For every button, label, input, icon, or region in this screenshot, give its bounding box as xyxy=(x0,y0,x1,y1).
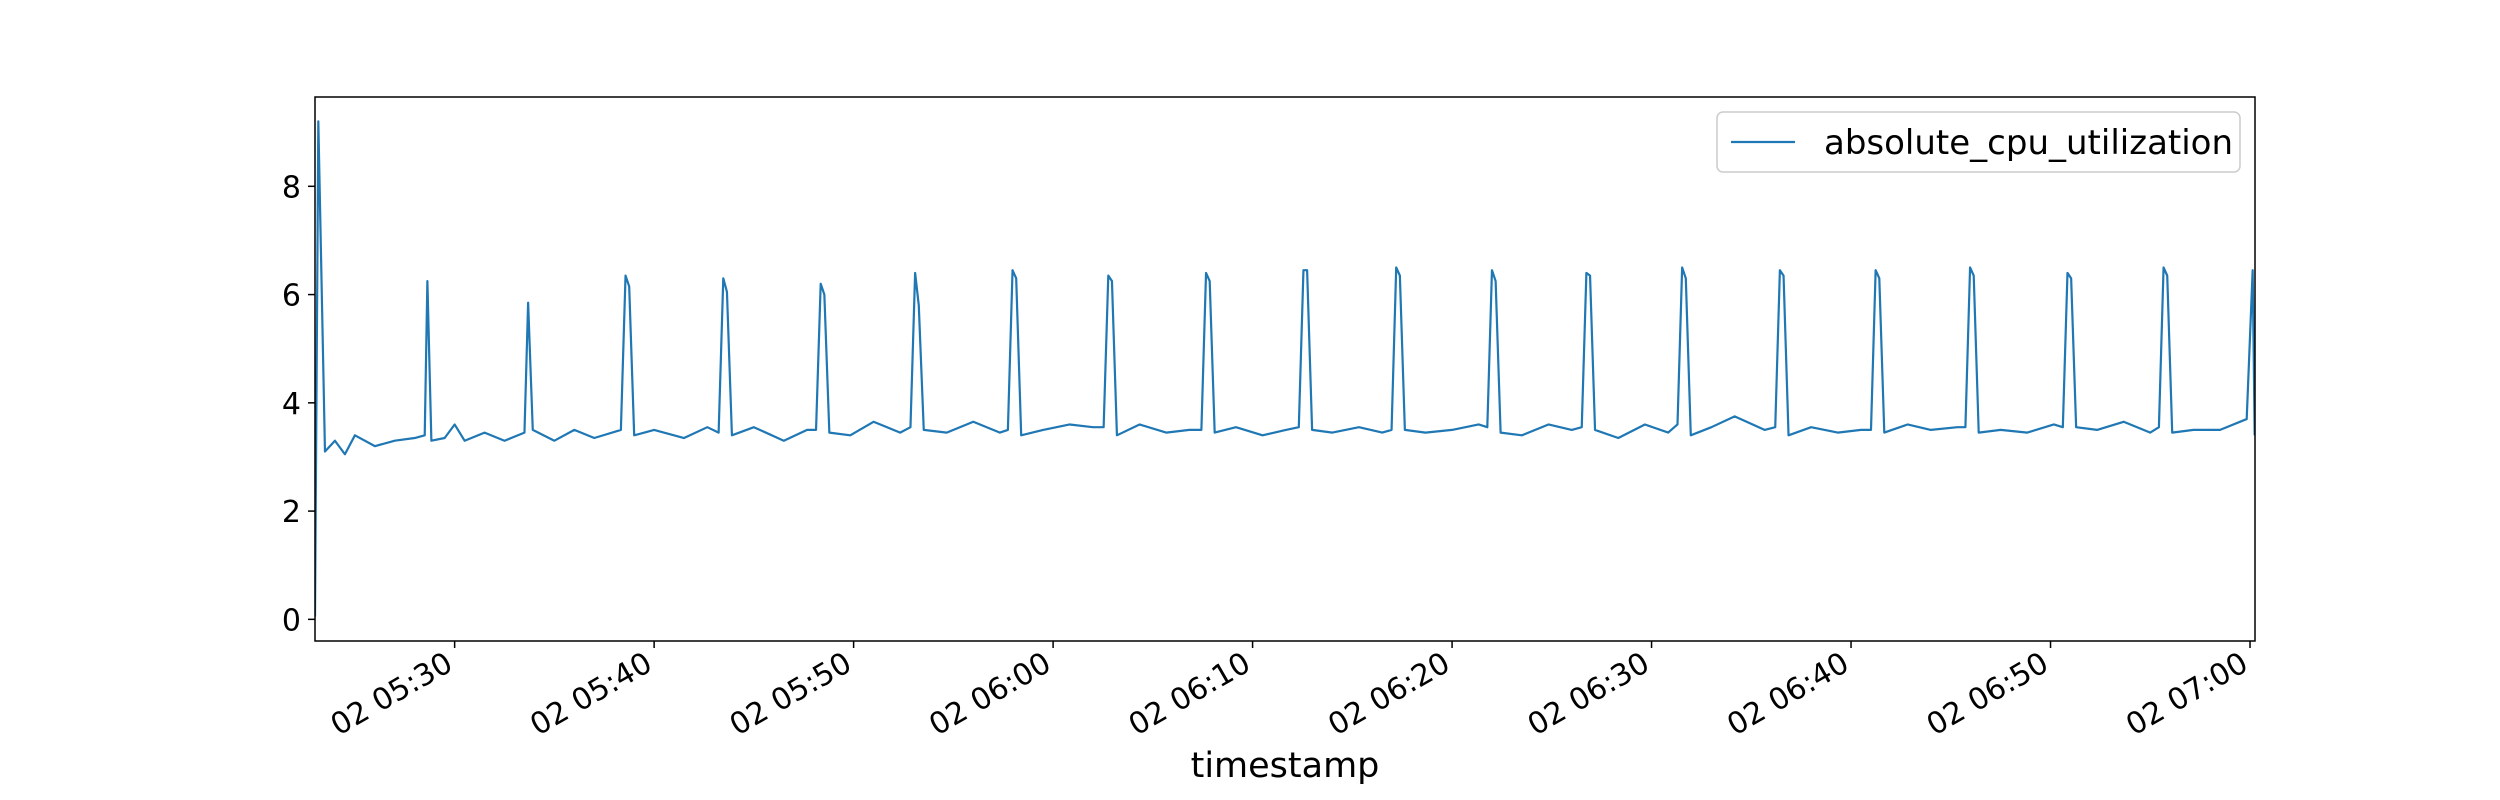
x-tick-label: 02 06:00 xyxy=(923,646,1057,743)
y-tick-label: 6 xyxy=(282,279,301,314)
y-tick-label: 0 xyxy=(282,603,301,638)
x-axis-label: timestamp xyxy=(1191,746,1380,786)
x-tick-label: 02 06:20 xyxy=(1322,646,1456,743)
x-tick-label: 02 06:50 xyxy=(1921,646,2055,743)
y-tick-label: 8 xyxy=(282,170,301,205)
x-tick-label: 02 07:00 xyxy=(2120,646,2254,743)
x-tick-label: 02 06:30 xyxy=(1522,646,1656,743)
x-tick-label: 02 06:40 xyxy=(1721,646,1855,743)
x-tick-label: 02 05:30 xyxy=(325,646,459,743)
y-tick-label: 2 xyxy=(282,495,301,530)
y-tick-label: 4 xyxy=(282,387,301,422)
data-line xyxy=(315,120,2255,617)
legend-box xyxy=(1716,111,2241,173)
plot-frame xyxy=(314,96,2256,642)
x-tick-label: 02 05:50 xyxy=(724,646,858,743)
x-tick-label: 02 06:10 xyxy=(1123,646,1257,743)
x-tick-label: 02 05:40 xyxy=(524,646,658,743)
legend-label: absolute_cpu_utilization xyxy=(1824,123,2233,163)
